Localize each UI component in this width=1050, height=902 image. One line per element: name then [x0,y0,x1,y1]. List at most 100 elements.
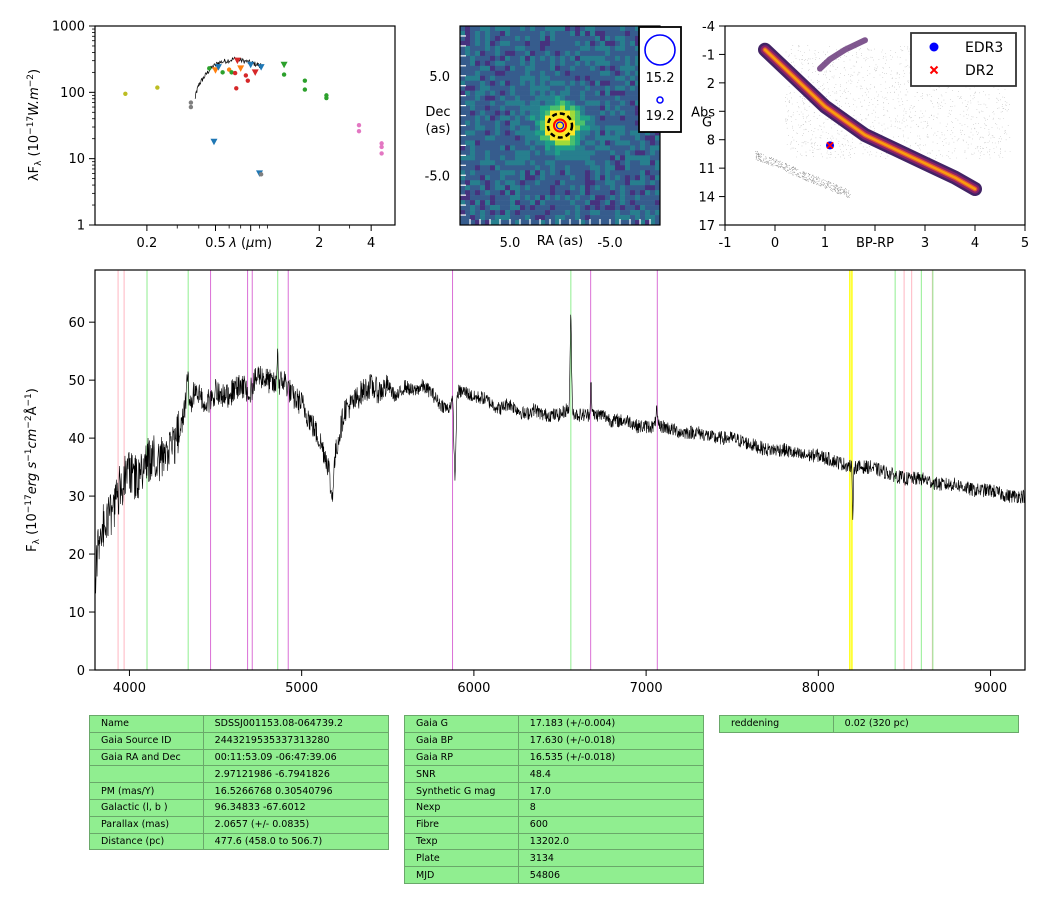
image-pixel [570,180,576,186]
image-pixel [460,45,466,52]
image-pixel [630,26,636,32]
image-pixel [515,170,521,176]
image-pixel [475,150,481,156]
image-pixel [550,26,556,32]
image-pixel [510,85,516,91]
image-pixel [555,140,561,146]
image-pixel [530,50,536,57]
image-pixel [460,75,466,82]
image-pixel [615,105,621,111]
table-row: Fibre 600 [404,815,705,834]
table-value: 2.97121986 -6.7941826 [202,765,390,784]
table-row: Gaia RA and Dec 00:11:53.09 -06:47:39.06 [89,748,390,767]
image-pixel [485,85,491,91]
image-pixel [635,160,641,166]
image-pixel [625,215,631,221]
image-pixel [585,195,591,201]
image-pixel [495,90,501,96]
image-pixel [630,205,636,211]
image-pixel [600,145,606,151]
image-pixel [550,215,556,221]
image-pixel [540,95,546,101]
image-pixel [515,140,521,146]
image-pixel [465,190,471,196]
image-pixel [505,135,511,141]
image-pixel [545,90,551,96]
image-pixel [630,30,636,37]
spectrum-flux-line [95,314,1025,594]
hr-xtick-label: 0 [771,236,779,251]
image-pixel [480,40,486,47]
image-pixel [520,26,526,32]
image-pixel [600,45,606,52]
image-pixel [560,210,566,216]
image-pixel [555,160,561,166]
image-pixel [480,220,486,225]
image-pixel [540,125,546,131]
image-pixel [480,70,486,77]
image-pixel [560,195,566,201]
image-pixel [545,150,551,156]
image-pixel [470,180,476,186]
image-pixel [515,115,521,121]
image-pixel [615,160,621,166]
image-pixel [640,175,646,181]
image-pixel [610,85,616,91]
image-pixel [540,45,546,52]
image-pixel [615,90,621,96]
image-pixel [500,45,506,52]
image-pixel [525,135,531,141]
image-pixel [630,150,636,156]
image-pixel [585,175,591,181]
image-pixel [495,125,501,131]
image-pixel [595,100,601,106]
hr-main-sequence [763,48,977,191]
image-pixel [535,130,541,136]
image-pixel [610,100,616,106]
image-pixel [585,185,591,191]
image-pixel [520,115,526,121]
image-pixel [475,55,481,62]
image-pixel [530,75,536,82]
image-pixel [490,55,496,62]
image-pixel [625,105,631,111]
spectrum-xtick-label: 5000 [285,681,318,696]
image-pixel [580,205,586,211]
image-pixel [580,135,586,141]
image-pixel [500,205,506,211]
image-pixel [600,150,606,156]
image-pixel [490,85,496,91]
sed-point [280,61,288,69]
image-pixel [465,85,471,91]
image-pixel [500,70,506,77]
image-pixel [595,70,601,77]
image-pixel [530,155,536,161]
image-pixel [490,145,496,151]
image-pixel [495,185,501,191]
image-pixel [575,215,581,221]
image-pixel [575,40,581,47]
image-pixel [585,80,591,86]
image-pixel [475,215,481,221]
image-pixel [540,135,546,141]
image-pixel [520,50,526,57]
image-pixel [550,45,556,52]
table-value: 48.4 [517,765,705,784]
image-pixel [595,190,601,196]
image-pixel [600,75,606,82]
image-pixel [495,55,501,62]
image-pixel [530,130,536,136]
image-pixel [655,180,660,186]
image-pixel [535,210,541,216]
image-pixel [485,210,491,216]
image-pixel [560,220,566,225]
table-key: Gaia RA and Dec [89,748,204,767]
image-pixel [480,60,486,67]
image-pixel [610,35,616,42]
image-pixel [465,26,471,32]
image-pixel [615,35,621,42]
image-pixel [530,170,536,176]
image-pixel [650,185,656,191]
image-pixel [480,180,486,186]
image-pixel [465,160,471,166]
